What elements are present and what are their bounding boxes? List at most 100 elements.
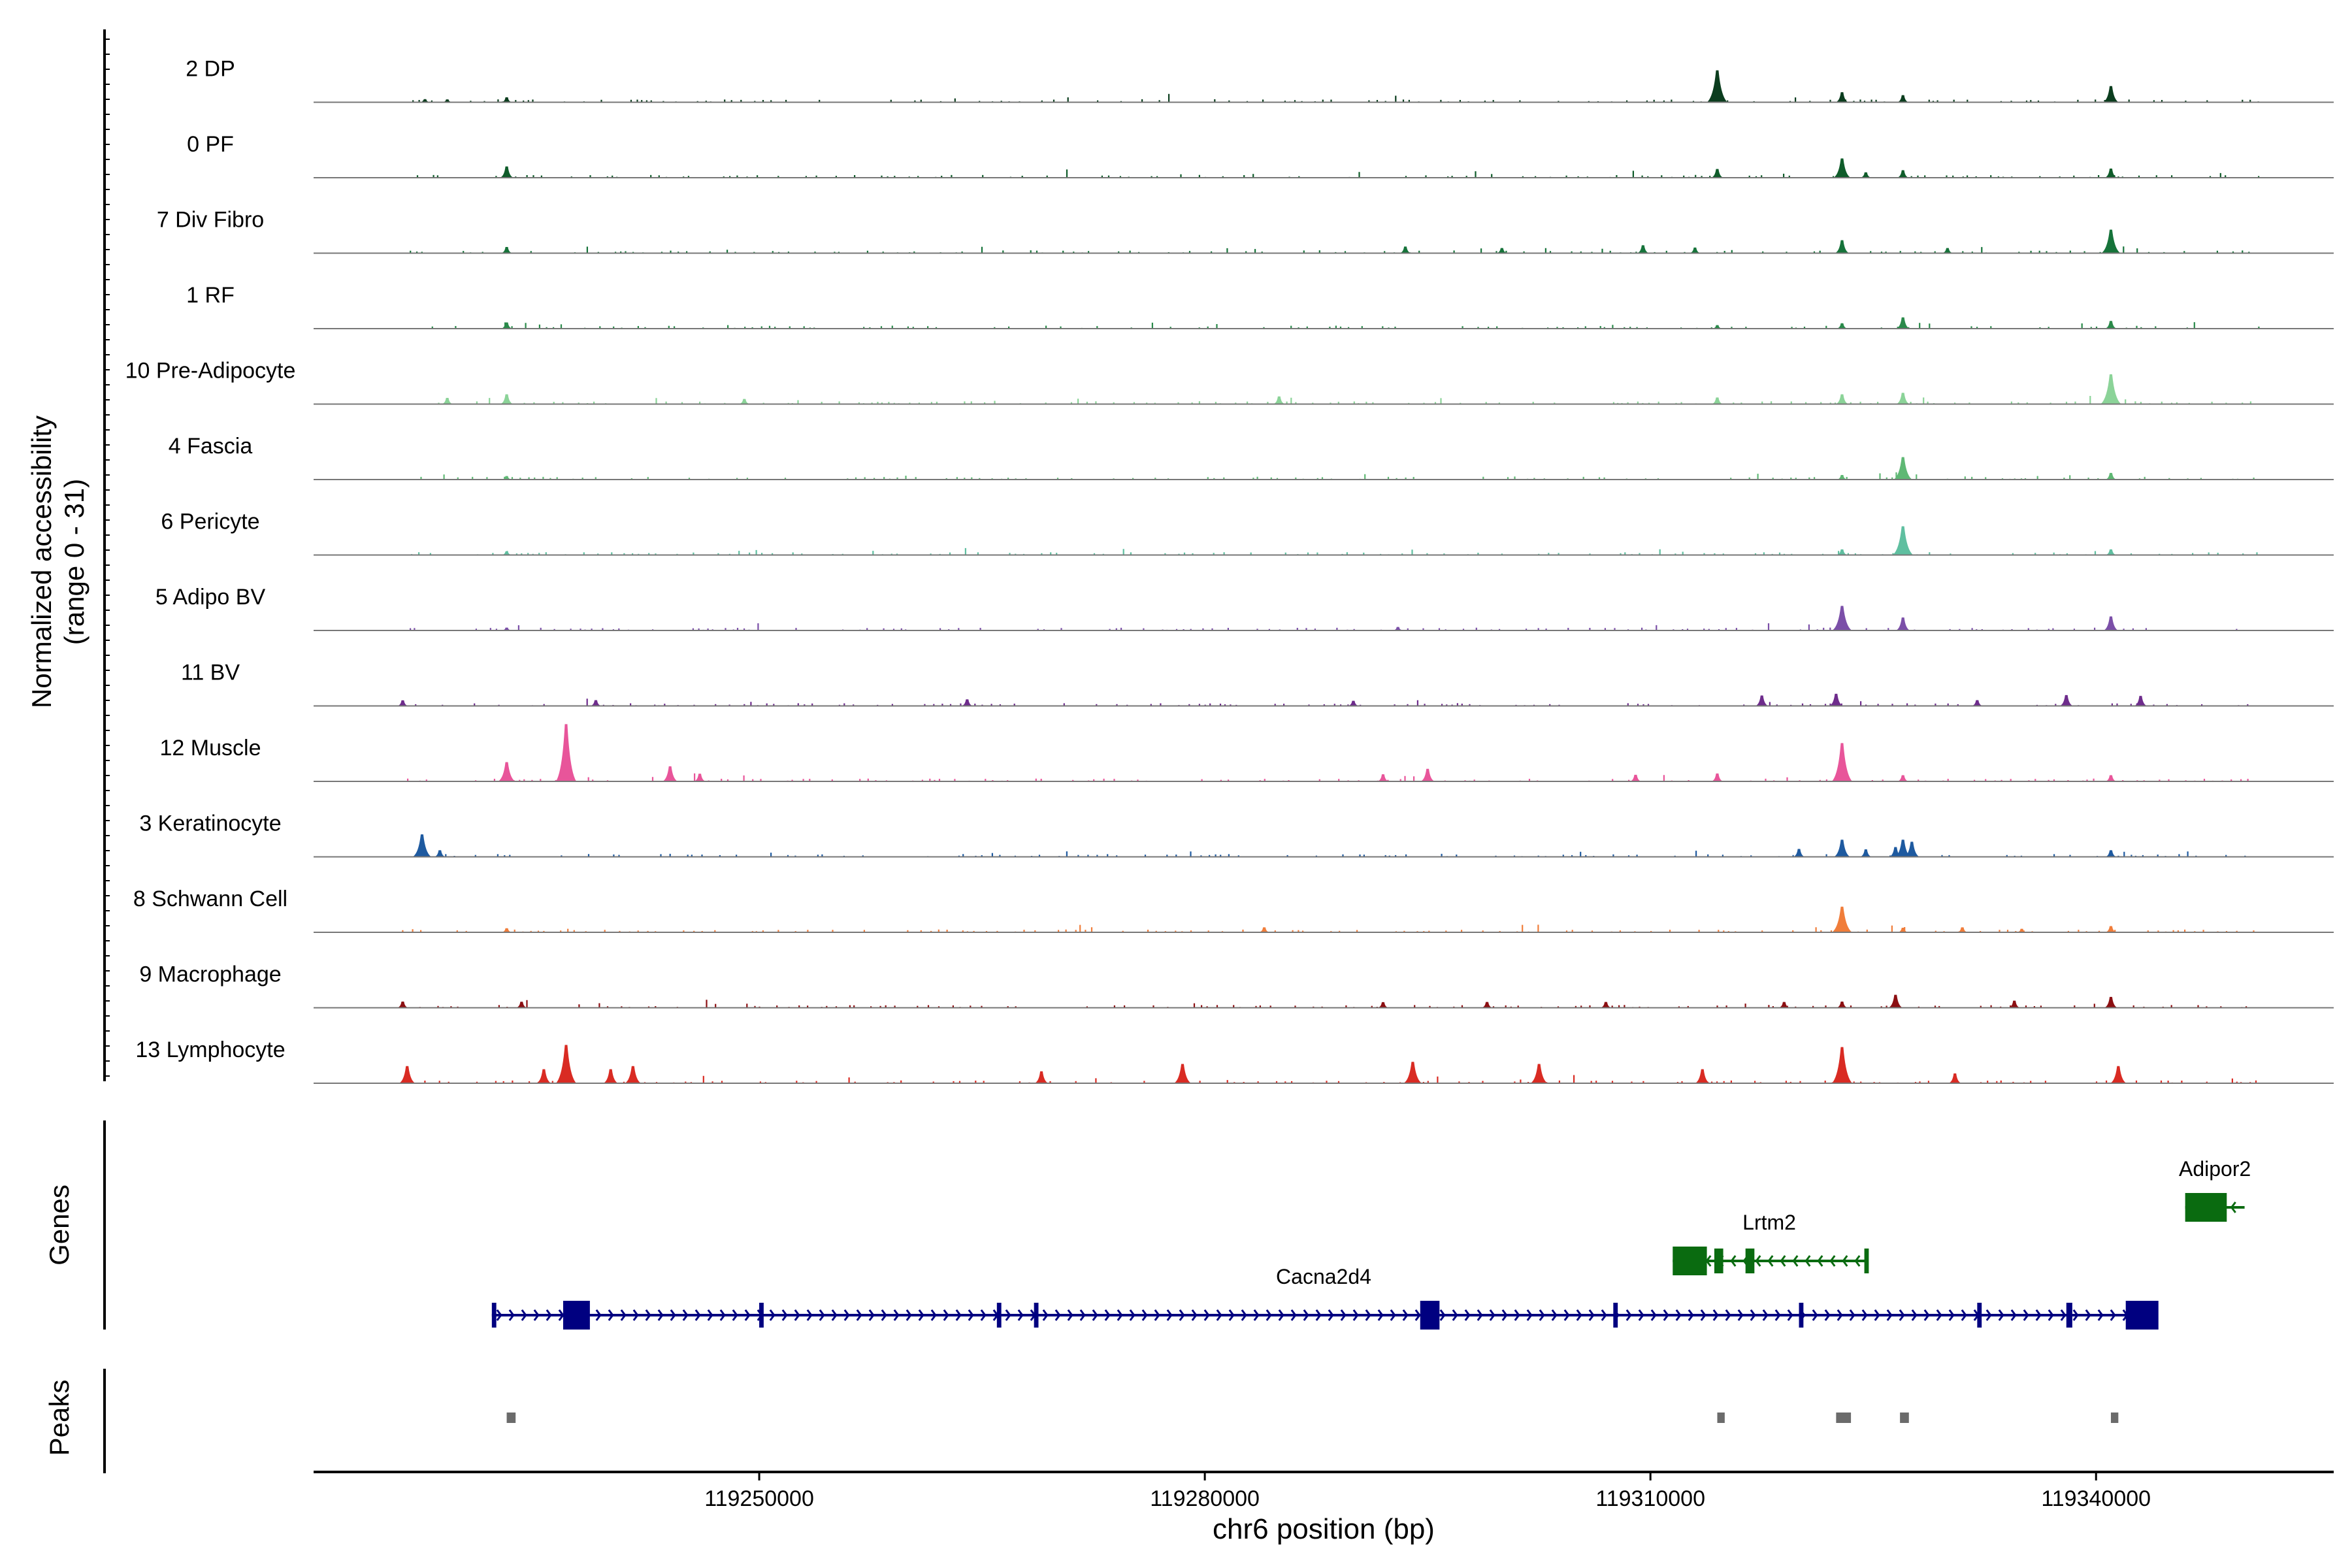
coverage-peak: [1835, 240, 1849, 253]
coverage-peak: [2106, 926, 2116, 933]
coverage-peak: [2100, 374, 2122, 404]
gene-label: Adipor2: [2179, 1157, 2251, 1181]
exon: [1714, 1249, 1723, 1273]
coverage-peak: [1942, 248, 1952, 253]
exon: [1745, 1249, 1755, 1273]
track-label: 10 Pre-Adipocyte: [125, 359, 296, 384]
track-label: 3 Keratinocyte: [139, 811, 281, 836]
coverage-peak: [1972, 700, 1982, 706]
track-9: 11 BV: [181, 661, 2334, 707]
x-tick-label: 119280000: [1150, 1486, 1260, 1511]
coverage-peak: [694, 774, 706, 782]
strand-arrows: [496, 1309, 2141, 1321]
track-3: 7 Div Fibro: [157, 208, 2334, 254]
track-6: 4 Fascia: [169, 434, 2334, 480]
coverage-peak: [1497, 248, 1507, 253]
x-tick-label: 119310000: [1595, 1486, 1705, 1511]
coverage-peak: [434, 850, 445, 857]
gene-adipor2: Adipor2: [2179, 1157, 2251, 1222]
coverage-peak: [1949, 1073, 1961, 1084]
peak-region: [506, 1413, 516, 1423]
track-label: 9 Macrophage: [139, 962, 281, 987]
exon: [1977, 1303, 1982, 1328]
coverage-peak: [1957, 927, 1967, 933]
coverage-peak: [1421, 768, 1435, 782]
coverage-peak: [1829, 693, 1843, 706]
coverage-peak: [2105, 321, 2117, 329]
coverage-peak: [1861, 172, 1870, 178]
exon: [1673, 1247, 1707, 1275]
coverage-peak: [1694, 1069, 1710, 1084]
coverage-peak: [1836, 92, 1848, 103]
exon: [1613, 1303, 1618, 1328]
coverage-peak: [1898, 775, 1908, 782]
exon: [996, 1303, 1002, 1328]
gene-annotations: Adipor2 Lrtm2 Cacna2d4: [491, 1157, 2251, 1330]
coverage-peak: [2009, 1000, 2019, 1008]
track-label: 0 PF: [187, 132, 234, 157]
coverage-peak: [497, 762, 516, 782]
coverage-peak: [2102, 86, 2119, 103]
track-10: 12 Muscle: [160, 724, 2334, 782]
coverage-peak: [1403, 1062, 1423, 1084]
coverage-peak: [1897, 317, 1910, 329]
coverage-peak: [397, 1001, 408, 1008]
track-7: 6 Pericyte: [161, 510, 2334, 556]
coverage-peak: [2105, 168, 2117, 178]
track-label: 2 DP: [186, 57, 235, 82]
track-label: 12 Muscle: [160, 736, 261, 760]
coverage-peak: [1378, 1002, 1388, 1008]
y-axis-title: Normalized accessibility: [26, 416, 57, 708]
coverage-noise: [415, 698, 2249, 706]
track-label: 4 Fascia: [169, 434, 253, 459]
coverage-peak: [1833, 158, 1852, 178]
exon: [1420, 1301, 1440, 1330]
gene-lrtm2: Lrtm2: [1673, 1211, 1869, 1275]
coverage-peak: [1756, 695, 1768, 706]
coverage-peak: [662, 766, 679, 782]
coverage-peak: [1837, 1001, 1847, 1008]
peaks-panel-label: Peaks: [44, 1380, 74, 1456]
coverage-peak: [602, 1069, 619, 1084]
track-8: 5 Adipo BV: [155, 585, 2334, 631]
x-axis-title: chr6 position (bp): [1213, 1513, 1435, 1545]
peak-region: [1836, 1413, 1852, 1423]
coverage-peak: [1903, 841, 1920, 857]
coverage-peak: [502, 322, 512, 329]
coverage-peak: [555, 724, 577, 782]
genes-panel-label: Genes: [44, 1184, 74, 1266]
coverage-peak: [2106, 549, 2116, 555]
coverage-peak: [1378, 774, 1388, 782]
coverage-y-ticks: [105, 39, 110, 1077]
exon: [1799, 1303, 1804, 1328]
coverage-noise: [402, 924, 2255, 932]
coverage-peak: [1896, 617, 1910, 631]
coverage-peak: [516, 1002, 527, 1008]
coverage-peak: [2106, 850, 2116, 857]
track-label: 1 RF: [186, 283, 235, 308]
coverage-peak: [1637, 245, 1648, 253]
coverage-peak: [500, 394, 513, 404]
coverage-peak: [2110, 1066, 2127, 1084]
coverage-noise: [412, 93, 2259, 103]
coverage-peak: [2060, 694, 2073, 706]
coverage-peak: [1897, 393, 1910, 404]
coverage-noise: [416, 169, 2260, 178]
coverage-noise: [407, 396, 2251, 404]
coverage-peak: [1836, 394, 1848, 404]
gene-label: Cacna2d4: [1276, 1265, 1371, 1288]
coverage-noise: [411, 547, 2258, 555]
track-14: 13 Lymphocyte: [135, 1037, 2334, 1084]
coverage-peak: [1601, 1002, 1611, 1008]
coverage-peak: [1690, 247, 1700, 253]
coverage-peak: [1837, 323, 1847, 329]
track-11: 3 Keratinocyte: [139, 811, 2334, 858]
exon: [2185, 1193, 2227, 1222]
coverage-peak: [1712, 169, 1723, 178]
coverage-peak: [2106, 775, 2116, 782]
coverage-peak: [624, 1066, 642, 1084]
peak-region: [1900, 1413, 1909, 1423]
track-5: 10 Pre-Adipocyte: [125, 359, 2334, 405]
coverage-peak: [2134, 696, 2147, 706]
